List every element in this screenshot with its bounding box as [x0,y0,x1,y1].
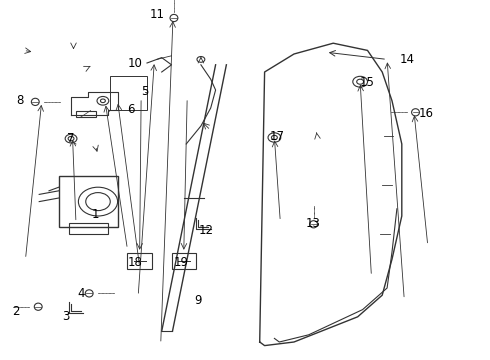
Text: 1: 1 [92,208,99,221]
Bar [172,253,196,269]
Text: 8: 8 [16,94,24,107]
Bar [69,223,108,234]
Text: 16: 16 [419,107,434,120]
Text: 17: 17 [270,130,284,143]
Text: 10: 10 [127,57,142,69]
Text: 2: 2 [12,305,20,318]
Text: 13: 13 [306,217,321,230]
Text: 3: 3 [62,310,70,323]
Text: 18: 18 [127,256,142,269]
Bar [110,76,147,110]
Text: 19: 19 [174,256,189,269]
Text: 9: 9 [195,294,202,307]
Bar [59,176,118,227]
Bar [76,111,96,117]
Text: 11: 11 [149,8,164,21]
Text: 12: 12 [198,224,213,237]
Text: 4: 4 [77,287,85,300]
Text: 5: 5 [141,85,148,98]
Text: 7: 7 [67,132,75,145]
Bar [127,253,152,269]
Text: 6: 6 [127,103,135,116]
Text: 14: 14 [399,53,414,66]
Text: 15: 15 [360,76,375,89]
